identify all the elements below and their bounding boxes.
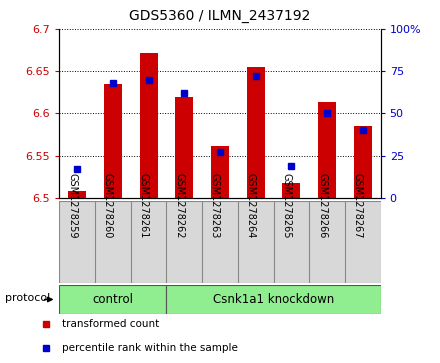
Bar <box>247 67 264 198</box>
Text: GSM1278261: GSM1278261 <box>139 173 149 238</box>
Text: GSM1278263: GSM1278263 <box>210 173 220 238</box>
Text: Csnk1a1 knockdown: Csnk1a1 knockdown <box>213 293 334 306</box>
Text: GSM1278267: GSM1278267 <box>353 173 363 238</box>
Text: GSM1278266: GSM1278266 <box>317 173 327 238</box>
Text: control: control <box>92 293 133 306</box>
Text: GSM1278264: GSM1278264 <box>246 173 256 238</box>
Bar <box>139 53 158 198</box>
Bar <box>176 97 193 198</box>
Bar <box>68 191 86 198</box>
Text: GSM1278265: GSM1278265 <box>281 173 291 238</box>
Bar <box>211 146 229 198</box>
Bar <box>104 84 122 198</box>
Text: GDS5360 / ILMN_2437192: GDS5360 / ILMN_2437192 <box>129 9 311 23</box>
Bar <box>59 285 166 314</box>
Text: GSM1278260: GSM1278260 <box>103 173 113 238</box>
Bar <box>166 285 381 314</box>
Text: protocol: protocol <box>5 293 50 303</box>
Text: GSM1278259: GSM1278259 <box>67 173 77 238</box>
Bar <box>282 183 300 198</box>
Bar <box>354 126 372 198</box>
Text: GSM1278262: GSM1278262 <box>174 173 184 238</box>
Text: percentile rank within the sample: percentile rank within the sample <box>62 343 238 352</box>
Text: transformed count: transformed count <box>62 319 159 329</box>
Bar <box>318 102 336 198</box>
